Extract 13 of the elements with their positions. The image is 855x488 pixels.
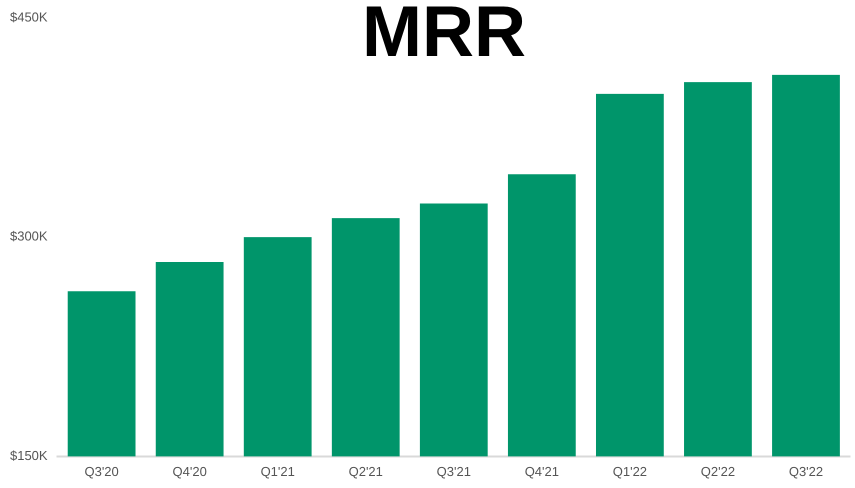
x-tick-label: Q4'20 xyxy=(172,464,207,479)
x-tick-label: Q1'21 xyxy=(260,464,295,479)
x-tick-label: Q3'20 xyxy=(84,464,119,479)
x-tick-label: Q2'22 xyxy=(700,464,736,479)
x-tick-label: Q1'22 xyxy=(612,464,648,479)
x-tick-label: Q4'21 xyxy=(524,464,559,479)
x-tick-label: Q3'22 xyxy=(788,464,824,479)
y-tick-label: $450K xyxy=(10,9,48,24)
y-tick-label: $150K xyxy=(10,448,48,463)
chart-title: MRR xyxy=(362,0,526,72)
x-tick-label: Q2'21 xyxy=(348,464,383,479)
y-tick-label: $300K xyxy=(10,228,48,244)
x-tick-label: Q3'21 xyxy=(436,464,471,479)
